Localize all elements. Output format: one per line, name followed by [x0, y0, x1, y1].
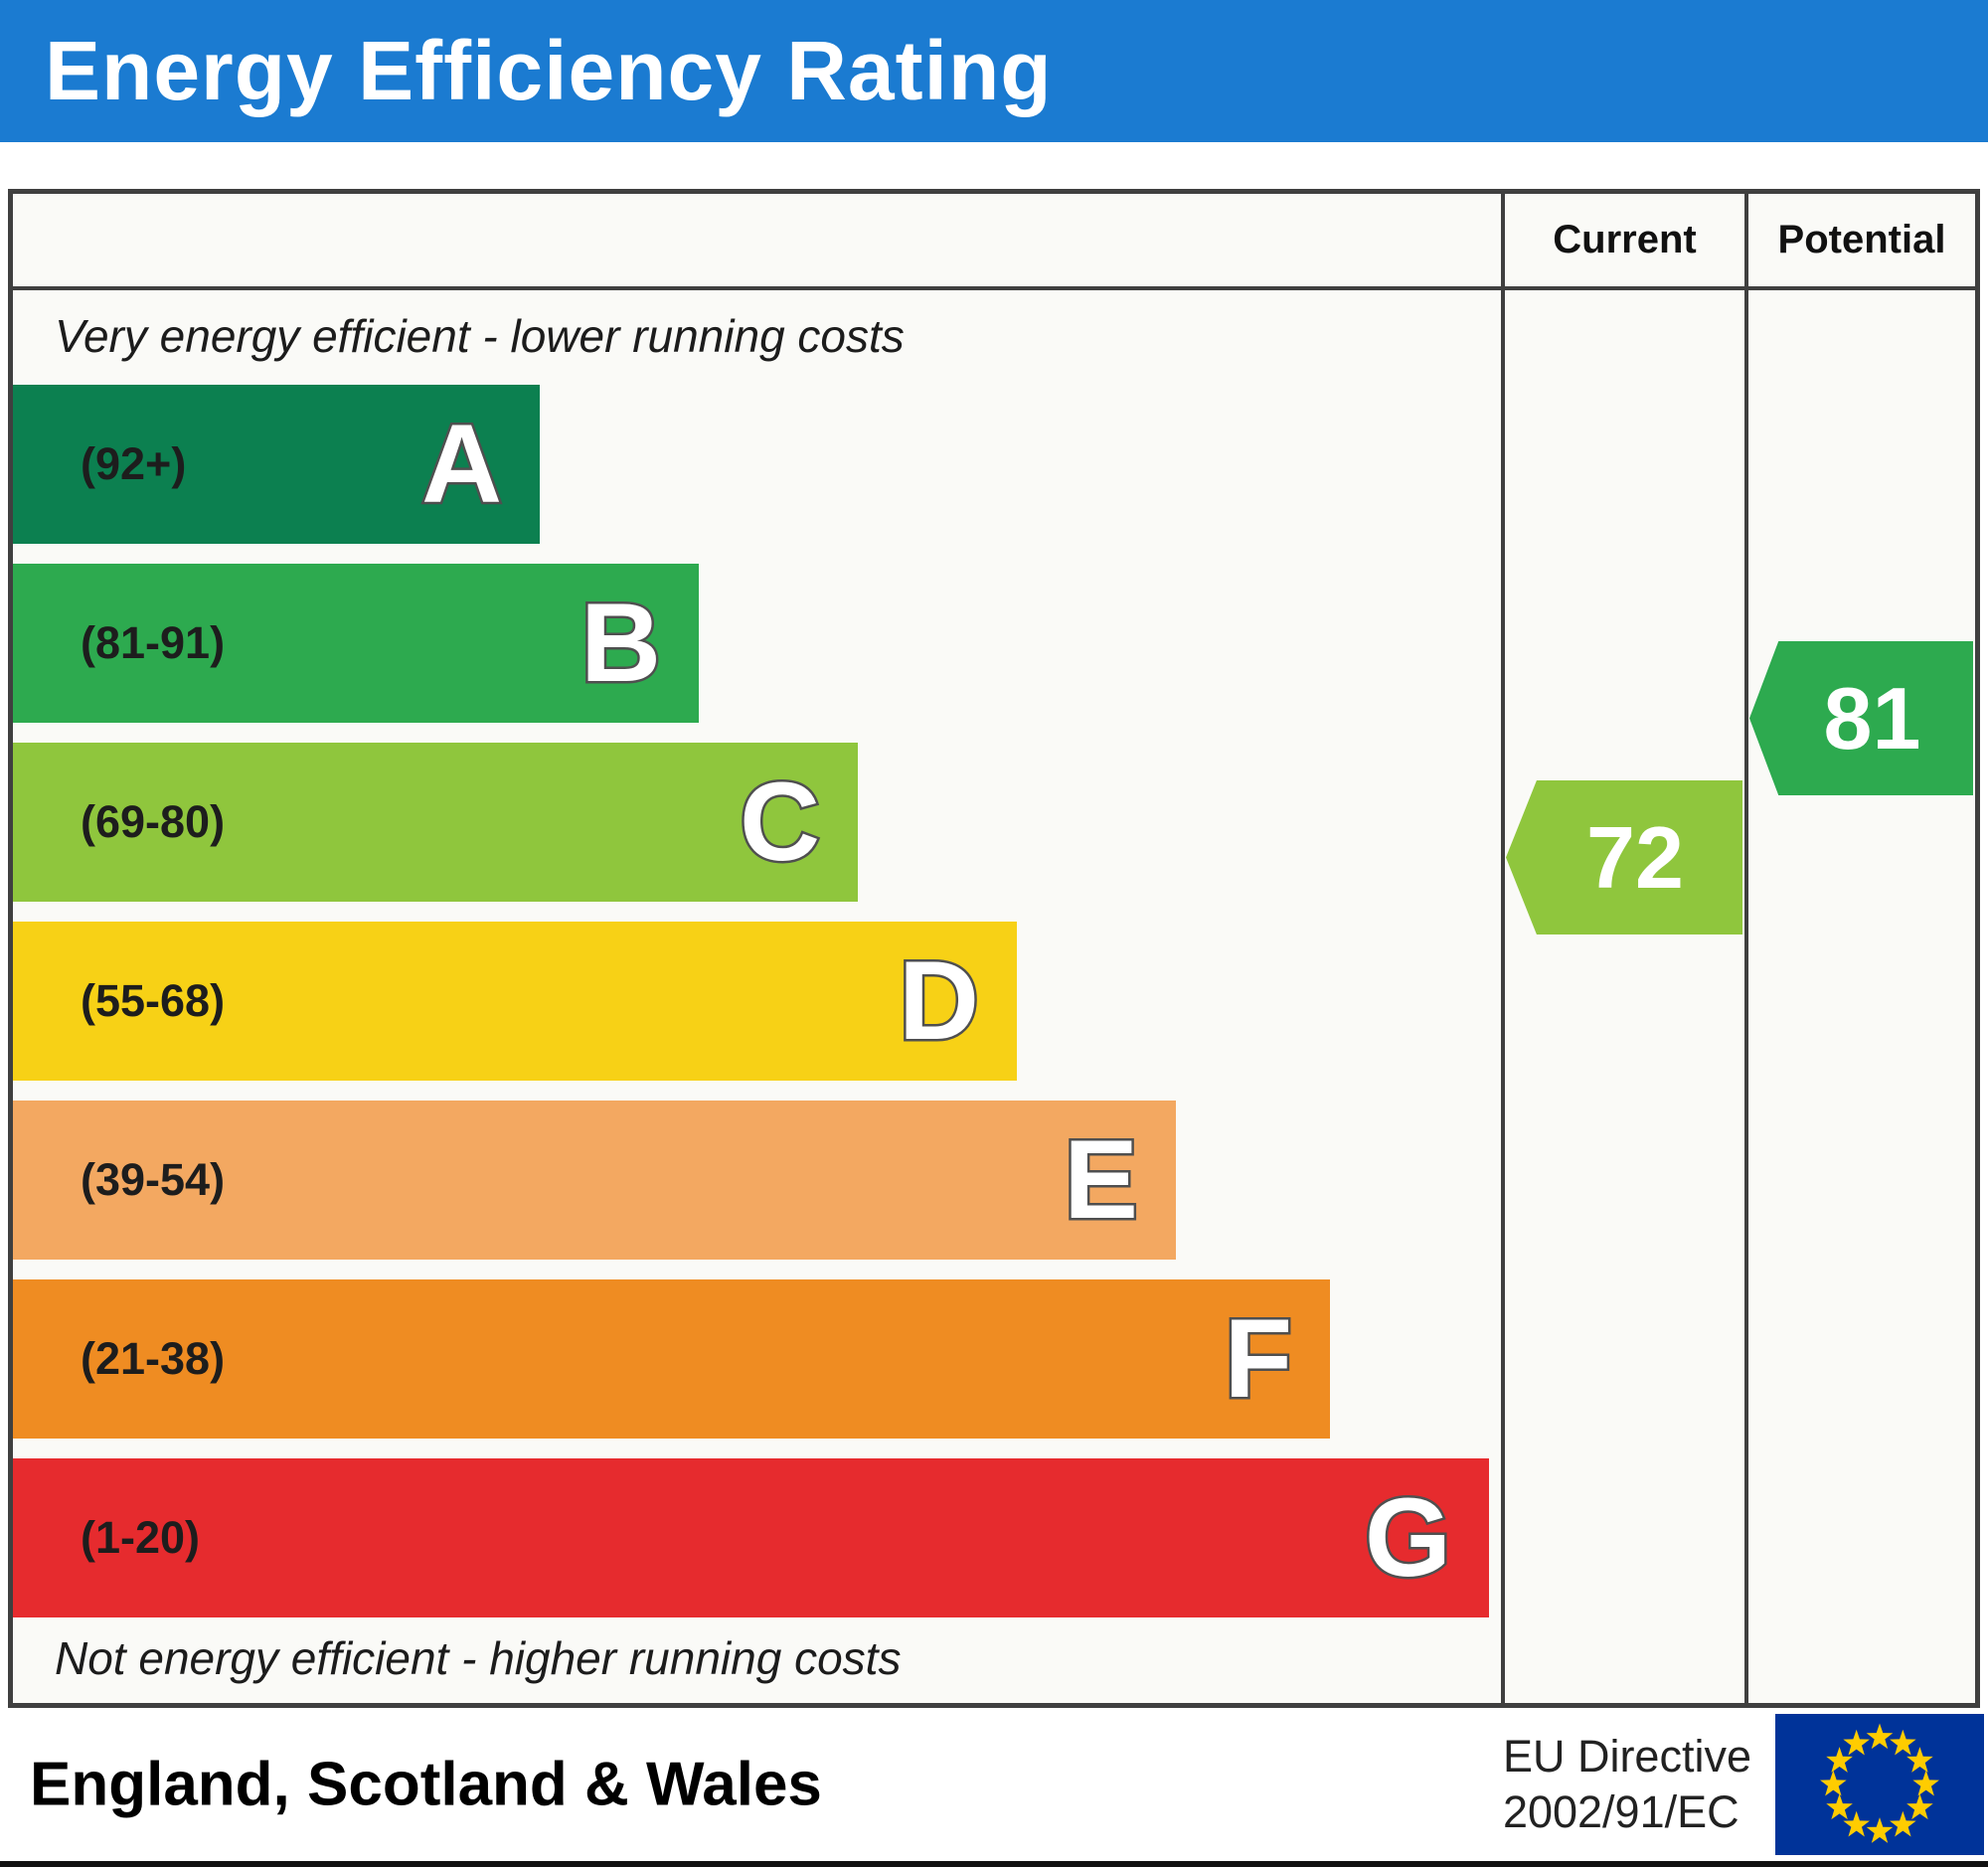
eu-directive-line1: EU Directive	[1502, 1730, 1751, 1782]
band-letter: G	[1362, 1475, 1453, 1600]
band-row-b: (81-91) B	[13, 564, 699, 723]
band-letter: D	[897, 938, 982, 1063]
current-column-header: Current	[1553, 218, 1697, 261]
band-row-f: (21-38) F	[13, 1279, 1330, 1439]
band-letter: A	[419, 402, 505, 526]
band-row-c: (69-80) C	[13, 743, 858, 902]
band-row-e: (39-54) E	[13, 1101, 1176, 1260]
page-title: Energy Efficiency Rating	[45, 24, 1053, 117]
epc-chart: Current Potential Very energy efficient …	[8, 189, 1980, 1708]
current-rating-arrow: 72	[1506, 780, 1742, 934]
band-row-g: (1-20) G	[13, 1458, 1489, 1617]
band-range-label: (69-80)	[81, 796, 226, 847]
region-label: England, Scotland & Wales	[30, 1750, 822, 1819]
page-footer: England, Scotland & Wales EU Directive 2…	[0, 1708, 1988, 1861]
eu-flag-icon	[1775, 1714, 1984, 1855]
band-range-label: (92+)	[81, 438, 187, 489]
band-row-d: (55-68) D	[13, 922, 1017, 1081]
eu-directive-label: EU Directive 2002/91/EC	[1503, 1729, 1751, 1841]
band-range-label: (81-91)	[81, 617, 226, 668]
column-header-divider	[13, 286, 1975, 290]
band-range-label: (21-38)	[81, 1333, 226, 1384]
top-note: Very energy efficient - lower running co…	[55, 310, 905, 362]
band-range-label: (1-20)	[81, 1512, 201, 1563]
band-letter: C	[738, 760, 823, 884]
band-letter: F	[1222, 1296, 1294, 1421]
band-row-a: (92+) A	[13, 385, 540, 544]
current-rating-value: 72	[1586, 807, 1684, 907]
band-letter: B	[579, 581, 664, 705]
eu-directive-line2: 2002/91/EC	[1502, 1786, 1740, 1837]
band-letter: E	[1062, 1117, 1141, 1242]
band-range-label: (39-54)	[81, 1154, 226, 1205]
potential-rating-arrow: 81	[1749, 641, 1973, 795]
potential-rating-value: 81	[1823, 668, 1921, 767]
potential-column-header: Potential	[1777, 218, 1946, 261]
bottom-note: Not energy efficient - higher running co…	[55, 1632, 902, 1684]
bottom-border	[0, 1861, 1988, 1867]
band-range-label: (55-68)	[81, 975, 226, 1026]
potential-column-divider	[1744, 194, 1748, 1703]
page-header: Energy Efficiency Rating	[0, 0, 1988, 142]
current-column-divider	[1501, 194, 1505, 1703]
